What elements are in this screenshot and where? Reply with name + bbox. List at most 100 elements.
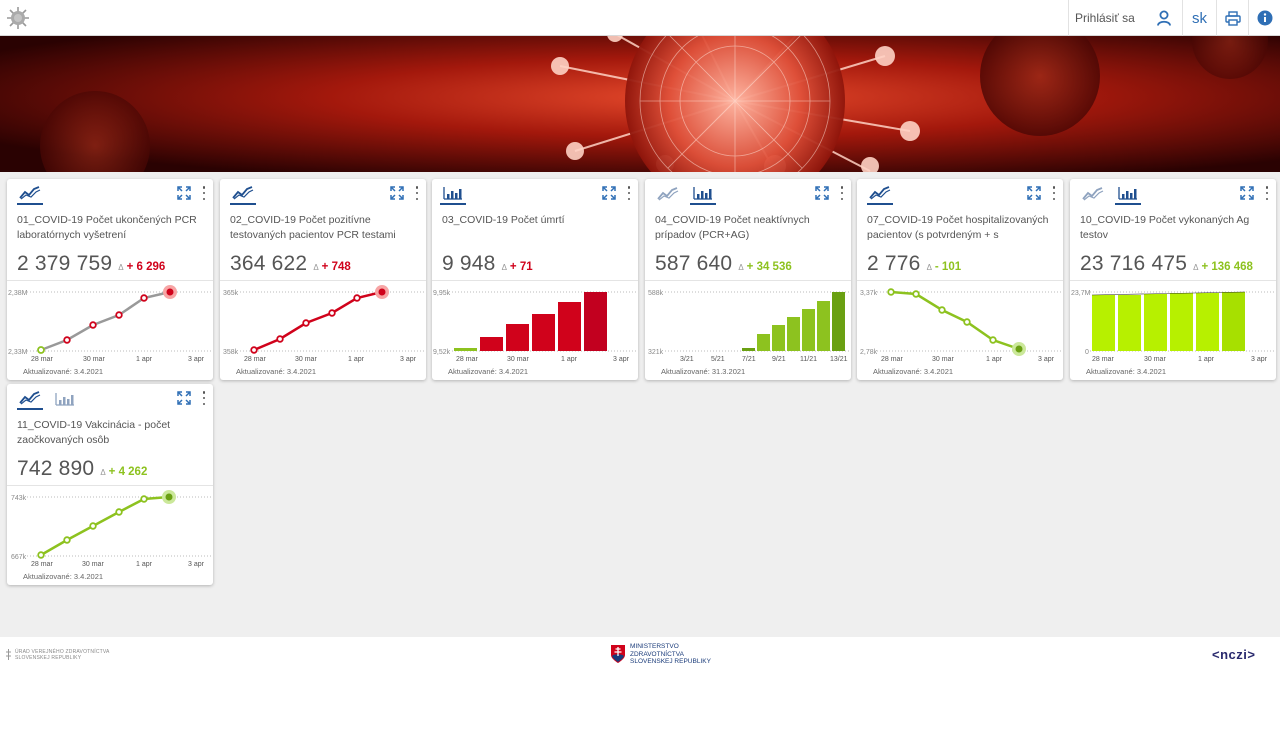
x-label: 3 apr — [1038, 356, 1055, 363]
tab-bar-chart[interactable] — [52, 388, 78, 410]
ministry-logo[interactable]: MINISTERSTVO ZDRAVOTNÍCTVA SLOVENSKEJ RE… — [611, 643, 711, 666]
x-label: 7/21 — [742, 356, 756, 363]
y-max-label: 365k — [223, 290, 239, 297]
x-label: 28 mar — [881, 356, 903, 363]
tab-bar-chart[interactable] — [690, 183, 716, 205]
x-label: 30 mar — [932, 356, 954, 363]
updated-date: Aktualizované: 3.4.2021 — [236, 367, 317, 376]
widget-card[interactable]: 07_COVID-19 Počet hospitalizovaných paci… — [857, 179, 1063, 380]
mini-chart[interactable]: 3,37k 2,78k 28 mar 30 mar 1 apr 3 apr — [857, 280, 1063, 363]
more-menu-button[interactable] — [412, 185, 422, 201]
info-button[interactable] — [1248, 0, 1280, 36]
widget-card[interactable]: 10_COVID-19 Počet vykonaných Ag testov 2… — [1070, 179, 1276, 380]
card-header — [7, 179, 213, 207]
value-row: 9 948 Δ + 71 — [442, 252, 533, 278]
more-menu-button[interactable] — [199, 185, 209, 201]
x-label: 30 mar — [1144, 356, 1166, 363]
tab-line-chart[interactable] — [17, 388, 43, 410]
more-menu-button[interactable] — [1262, 185, 1272, 201]
card-title: 03_COVID-19 Počet úmrtí — [442, 214, 565, 226]
card-title: 11_COVID-19 Vakcinácia - počet zaočkovan… — [17, 419, 171, 446]
delta-value: + 34 536 — [746, 261, 792, 273]
footer-left-line2: SLOVENSKEJ REPUBLIKY — [15, 655, 82, 661]
tab-line-chart[interactable] — [1080, 183, 1106, 205]
updated-date: Aktualizované: 3.4.2021 — [448, 367, 529, 376]
line-chart-icon — [657, 187, 679, 201]
x-label: 1 apr — [348, 356, 365, 363]
top-bar: Prihlásiť sa sk — [0, 0, 1280, 36]
more-menu-button[interactable] — [199, 390, 209, 406]
x-label: 1 apr — [136, 356, 153, 363]
more-menu-button[interactable] — [1049, 185, 1059, 201]
expand-icon[interactable] — [177, 391, 191, 405]
expand-icon[interactable] — [815, 186, 829, 200]
tab-line-chart[interactable] — [17, 183, 43, 205]
tab-bar-chart[interactable] — [440, 183, 466, 205]
footer: ÚRAD VEREJNÉHO ZDRAVOTNÍCTVA SLOVENSKEJ … — [0, 637, 1280, 740]
expand-icon[interactable] — [177, 186, 191, 200]
x-label: 3 apr — [188, 561, 205, 568]
print-button[interactable] — [1216, 0, 1248, 36]
x-label: 11/21 — [800, 356, 817, 363]
printer-icon — [1224, 10, 1241, 26]
widget-card[interactable]: 03_COVID-19 Počet úmrtí 9 948 Δ + 71 9,9… — [432, 179, 638, 380]
widget-card[interactable]: 01_COVID-19 Počet ukončených PCR laborat… — [7, 179, 213, 380]
x-label: 30 mar — [507, 356, 529, 363]
tab-line-chart[interactable] — [655, 183, 681, 205]
bar-chart-icon — [1118, 187, 1137, 200]
y-max-label: 743k — [11, 495, 27, 502]
y-min-label: 9,52k — [433, 349, 451, 356]
mini-chart[interactable]: 365k 358k 28 mar 30 mar 1 apr 3 apr — [220, 280, 426, 363]
expand-icon[interactable] — [602, 186, 616, 200]
line-chart-icon — [19, 391, 41, 405]
login-button[interactable]: Prihlásiť sa — [1068, 0, 1182, 36]
mini-chart[interactable]: 743k 667k 28 mar 30 mar 1 apr 3 apr — [7, 485, 213, 568]
main-value: 587 640 — [655, 252, 733, 275]
tab-line-chart[interactable] — [867, 183, 893, 205]
delta-symbol: Δ — [118, 263, 124, 272]
y-min-label: 2,78k — [860, 349, 878, 356]
delta-symbol: Δ — [738, 263, 744, 272]
delta-symbol: Δ — [313, 263, 319, 272]
main-value: 2 379 759 — [17, 252, 113, 275]
tab-line-chart[interactable] — [230, 183, 256, 205]
mini-chart[interactable]: 2,38M 2,33M 28 mar 30 mar 1 apr 3 apr — [7, 280, 213, 363]
uvz-logo[interactable]: ÚRAD VEREJNÉHO ZDRAVOTNÍCTVA SLOVENSKEJ … — [6, 649, 110, 661]
card-title: 01_COVID-19 Počet ukončených PCR laborat… — [17, 214, 197, 241]
mini-chart[interactable]: 588k 321k 3/21 5/21 7/21 9/21 11/21 13/2… — [645, 280, 851, 363]
x-label: 9/21 — [772, 356, 786, 363]
bar-chart-icon — [693, 187, 712, 200]
x-label: 30 mar — [83, 356, 105, 363]
x-label: 3 apr — [613, 356, 630, 363]
card-header — [7, 384, 213, 412]
y-max-label: 588k — [648, 290, 664, 297]
x-label: 28 mar — [244, 356, 266, 363]
y-min-label: 2,33M — [8, 349, 28, 356]
mini-chart[interactable]: 9,95k 9,52k 28 mar 30 mar 1 apr 3 apr — [432, 280, 638, 363]
more-menu-button[interactable] — [624, 185, 634, 201]
value-row: 742 890 Δ + 4 262 — [17, 457, 147, 483]
mini-chart[interactable]: 23,7M 0 28 mar 30 mar 1 apr 3 apr — [1070, 280, 1276, 363]
widget-card[interactable]: 04_COVID-19 Počet neaktívnych prípadov (… — [645, 179, 851, 380]
expand-icon[interactable] — [390, 186, 404, 200]
virus-logo-icon[interactable] — [6, 6, 30, 30]
expand-icon[interactable] — [1240, 186, 1254, 200]
language-switch[interactable]: sk — [1182, 0, 1216, 36]
delta-value: + 748 — [321, 261, 351, 273]
widget-card[interactable]: 02_COVID-19 Počet pozitívne testovaných … — [220, 179, 426, 380]
nczi-logo[interactable]: <nczi> — [1212, 647, 1256, 662]
updated-date: Aktualizované: 3.4.2021 — [23, 367, 104, 376]
tab-bar-chart[interactable] — [1115, 183, 1141, 205]
expand-icon[interactable] — [1027, 186, 1041, 200]
hero-banner — [0, 36, 1280, 172]
card-title: 10_COVID-19 Počet vykonaných Ag testov — [1080, 214, 1250, 241]
card-header — [432, 179, 638, 207]
more-menu-button[interactable] — [837, 185, 847, 201]
card-header — [1070, 179, 1276, 207]
widget-card[interactable]: 11_COVID-19 Vakcinácia - počet zaočkovan… — [7, 384, 213, 585]
delta-value: + 4 262 — [108, 466, 148, 478]
x-label: 28 mar — [456, 356, 478, 363]
updated-date: Aktualizované: 3.4.2021 — [23, 572, 104, 581]
delta-value: + 136 468 — [1201, 261, 1253, 273]
y-max-label: 3,37k — [860, 290, 878, 297]
